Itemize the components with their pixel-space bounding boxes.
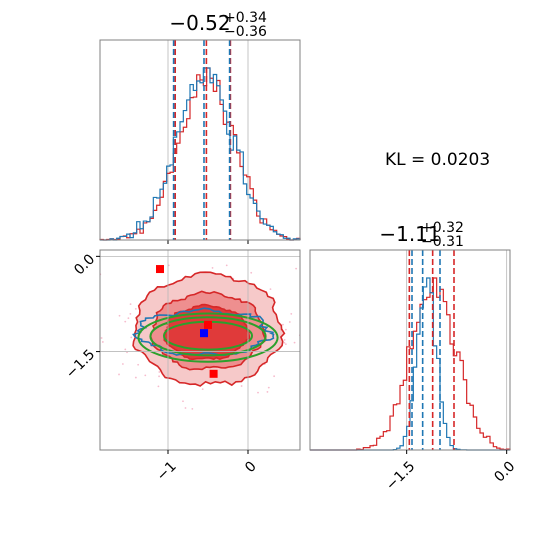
hist2-grid bbox=[406, 250, 508, 450]
hist2-x-tick-label-0: −1.5 bbox=[383, 458, 418, 493]
hist1-title-sub: −0.36 bbox=[224, 24, 267, 40]
scatter-point bbox=[93, 281, 95, 283]
hist2-axes-frame bbox=[309, 249, 511, 451]
scatter-point bbox=[295, 267, 298, 270]
scatter-point bbox=[121, 363, 124, 365]
marginal-histogram-param1: −0.52 +0.34 −0.36 bbox=[99, 10, 301, 244]
marginal-histogram-param2: −1.5 0.0 −1.11 +0.32 −0.31 bbox=[309, 220, 518, 494]
hist1-hist-blue bbox=[100, 67, 301, 241]
hist2-x-tick-label-1: 0.0 bbox=[491, 458, 518, 485]
scatter-point bbox=[288, 321, 291, 323]
marker-square-0 bbox=[156, 265, 164, 274]
joint-markers bbox=[156, 265, 218, 378]
scatter-point bbox=[124, 348, 127, 351]
scatter-point bbox=[282, 323, 284, 326]
joint-y-tick-label-1: −1.5 bbox=[63, 347, 98, 382]
scatter-point bbox=[284, 328, 287, 331]
scatter-point bbox=[257, 391, 259, 394]
scatter-point bbox=[267, 386, 270, 389]
scatter-point bbox=[225, 264, 228, 267]
joint-x-ticks: −1 0 bbox=[154, 450, 260, 484]
joint-y-ticks: 0.0 −1.5 bbox=[63, 251, 100, 382]
scatter-point bbox=[306, 345, 308, 347]
scatter-point bbox=[182, 400, 184, 403]
hist1-grid bbox=[167, 40, 249, 240]
hist2-title-sub: −0.31 bbox=[421, 234, 464, 250]
marker-square-2 bbox=[200, 329, 208, 338]
hist2-title-main: −1.11 bbox=[379, 222, 440, 246]
scatter-point bbox=[118, 373, 120, 376]
scatter-point bbox=[92, 315, 94, 317]
joint-y-tick-label-0: 0.0 bbox=[71, 251, 98, 278]
hist2-title: −1.11 bbox=[379, 222, 440, 246]
scatter-point bbox=[134, 307, 137, 310]
scatter-point bbox=[293, 341, 296, 344]
scatter-point bbox=[290, 313, 293, 315]
scatter-point bbox=[124, 320, 127, 323]
kl-divergence-label: KL = 0.0203 bbox=[385, 150, 490, 170]
joint-axes-frame bbox=[99, 249, 301, 451]
hist1-axes-frame bbox=[99, 39, 301, 241]
hist1-title-main: −0.52 bbox=[169, 11, 230, 35]
scatter-point bbox=[118, 314, 121, 317]
green-ellipse-0 bbox=[137, 312, 279, 363]
scatter-point bbox=[273, 375, 276, 378]
scatter-point bbox=[100, 337, 103, 339]
scatter-point bbox=[211, 267, 214, 269]
scatter-point bbox=[269, 288, 272, 291]
joint-x-tick-label-0: −1 bbox=[154, 458, 180, 484]
scatter-point bbox=[101, 341, 104, 343]
scatter-point bbox=[284, 343, 287, 346]
scatter-point bbox=[283, 341, 286, 344]
scatter-point bbox=[201, 388, 204, 391]
scatter-point bbox=[266, 391, 269, 393]
marker-square-3 bbox=[209, 369, 218, 378]
joint-grid bbox=[100, 250, 300, 450]
scatter-point bbox=[184, 407, 187, 409]
scatter-point bbox=[240, 385, 243, 387]
scatter-point bbox=[157, 385, 160, 388]
hist2-quantile-lines bbox=[408, 250, 455, 450]
scatter-point bbox=[127, 317, 130, 320]
joint-x-tick-label-1: 0 bbox=[242, 458, 260, 476]
scatter-point bbox=[134, 376, 137, 379]
hist1-hist-red bbox=[99, 67, 301, 241]
hist1-title: −0.52 bbox=[169, 11, 230, 35]
hist1-histograms bbox=[99, 67, 301, 244]
scatter-point bbox=[144, 374, 147, 377]
scatter-point bbox=[191, 407, 194, 410]
hist1-quantile-lines bbox=[172, 40, 232, 240]
scatter-point bbox=[129, 303, 132, 306]
scatter-point bbox=[130, 336, 133, 339]
scatter-point bbox=[322, 345, 324, 347]
green-ellipse-1 bbox=[149, 316, 267, 357]
scatter-point bbox=[283, 339, 286, 341]
marker-square-1 bbox=[204, 320, 212, 329]
scatter-point bbox=[129, 312, 132, 315]
hist2-x-ticks: −1.5 0.0 bbox=[383, 450, 518, 494]
scatter-point bbox=[137, 363, 140, 366]
scatter-point bbox=[158, 371, 161, 373]
joint-scatter-panel: −1 0 0.0 −1.5 bbox=[61, 249, 324, 484]
scatter-point bbox=[61, 379, 63, 381]
hist2-title-sup: +0.32 bbox=[421, 220, 464, 236]
scatter-point bbox=[250, 271, 253, 274]
hist1-title-sup: +0.34 bbox=[224, 10, 267, 26]
scatter-point bbox=[158, 375, 160, 378]
